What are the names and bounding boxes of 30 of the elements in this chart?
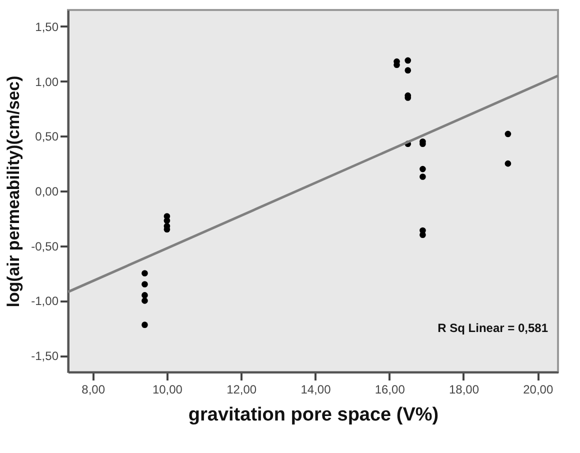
x-tick-label: 12,00 (226, 382, 257, 396)
point (164, 217, 170, 224)
x-tick-label: 8,00 (82, 382, 106, 396)
point (142, 270, 148, 276)
annotation: R Sq Linear = 0,581 (438, 321, 548, 335)
y-tick-label: -0,50 (31, 239, 59, 254)
y-tick-label: 0,50 (35, 130, 59, 144)
x-axis-title: gravitation pore space (V%) (188, 404, 439, 426)
x-tick-label: 14,00 (300, 382, 332, 396)
y-axis-title: log(air permeability)(cm/sec) (4, 76, 24, 308)
point (504, 160, 512, 167)
point (404, 57, 412, 64)
point (142, 322, 148, 328)
point (142, 281, 148, 288)
point (142, 298, 148, 304)
point (404, 67, 412, 74)
x-tick-label: 16,00 (374, 382, 406, 396)
point (420, 174, 426, 180)
y-tick-label: -1,50 (31, 349, 59, 364)
point (420, 166, 426, 172)
y-tick-label: 0,00 (35, 184, 59, 198)
y-tick-label: 1,50 (35, 20, 59, 34)
point (142, 292, 148, 298)
y-tick-label: -1,00 (31, 294, 59, 308)
x-tick-label: 20,00 (523, 382, 554, 396)
y-tick-label: 1,00 (35, 74, 59, 89)
x-tick-label: 10,00 (152, 382, 183, 396)
point (420, 232, 426, 238)
point (504, 130, 512, 138)
x-tick-label: 18,00 (448, 382, 480, 396)
